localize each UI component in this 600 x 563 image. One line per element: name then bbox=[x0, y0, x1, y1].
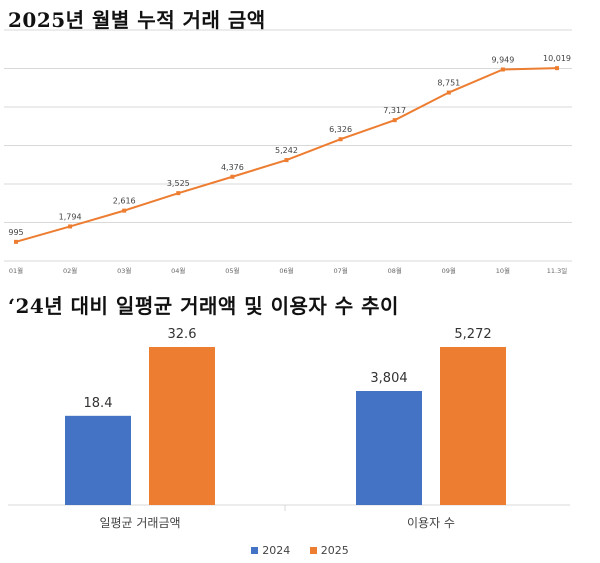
chart2-legend: 2024 2025 bbox=[0, 544, 600, 557]
cumulative-line-chart: 995 01월 1,794 02월 2,616 03월 3,525 04월 4,376 05월 5,… bbox=[4, 29, 572, 275]
chart2-data-label: 18.4 bbox=[84, 396, 113, 411]
chart1-point bbox=[284, 158, 289, 163]
chart1-x-tick-label: 08월 bbox=[388, 266, 402, 275]
legend-label-2025: 2025 bbox=[320, 544, 349, 557]
chart2-category-label: 일평균 거래금액 bbox=[99, 516, 180, 530]
chart1-data-label: 2,616 bbox=[113, 197, 136, 206]
chart1-data-label: 3,525 bbox=[167, 179, 190, 188]
chart1-point bbox=[555, 66, 559, 71]
chart1-x-tick-label: 06월 bbox=[279, 266, 293, 275]
legend-item-2025: 2025 bbox=[309, 544, 349, 557]
chart1-x-tick-label: 07월 bbox=[333, 266, 347, 275]
chart1-data-label: 8,751 bbox=[437, 79, 460, 88]
chart2-data-label: 32.6 bbox=[168, 327, 197, 342]
chart1-x-tick-label: 03월 bbox=[117, 266, 131, 275]
chart1-x-tick-label: 09월 bbox=[442, 266, 456, 275]
chart1-point bbox=[68, 224, 73, 229]
chart2-bar-2024 bbox=[65, 415, 131, 505]
chart1-title: 2025년 월별 누적 거래 금액 bbox=[8, 8, 266, 32]
legend-swatch-2025 bbox=[309, 547, 317, 554]
chart1-point bbox=[338, 137, 343, 142]
chart2-title: ‘24년 대비 일평균 거래액 및 이용자 수 추이 bbox=[8, 294, 399, 318]
chart1-data-label: 6,326 bbox=[329, 125, 352, 134]
chart1-x-tick-label: 04월 bbox=[171, 266, 185, 275]
chart1-point bbox=[122, 208, 127, 213]
chart2-data-label: 3,804 bbox=[370, 371, 407, 386]
chart1-point bbox=[176, 191, 181, 196]
chart1-data-label: 9,949 bbox=[491, 55, 514, 64]
chart1-point bbox=[14, 239, 18, 244]
chart1-x-tick-label: 10월 bbox=[496, 266, 510, 275]
chart1-data-label: 4,376 bbox=[221, 163, 244, 172]
legend-swatch-2024 bbox=[251, 547, 259, 554]
legend-item-2024: 2024 bbox=[251, 544, 290, 557]
chart2-data-label: 5,272 bbox=[454, 327, 491, 342]
chart2-bar-2025 bbox=[149, 347, 215, 505]
chart1-data-label: 5,242 bbox=[275, 146, 298, 155]
legend-label-2024: 2024 bbox=[262, 544, 291, 557]
chart1-data-label: 10,019 bbox=[543, 54, 571, 63]
chart1-x-tick-label: 01월 bbox=[9, 266, 23, 275]
chart1-point bbox=[230, 174, 235, 179]
chart1-x-tick-label: 05월 bbox=[225, 266, 239, 275]
chart1-point bbox=[392, 118, 397, 123]
chart1-x-tick-label: 02월 bbox=[63, 266, 77, 275]
chart1-data-label: 7,317 bbox=[383, 106, 406, 115]
chart1-x-tick-label: 11.3일 bbox=[547, 266, 567, 275]
chart2-bar-2024 bbox=[356, 390, 422, 505]
chart2-bar-2025 bbox=[440, 347, 506, 505]
chart1-point bbox=[446, 90, 451, 95]
chart2-category-label: 이용자 수 bbox=[407, 516, 455, 530]
chart1-point bbox=[500, 67, 505, 72]
chart1-data-label: 1,794 bbox=[59, 212, 82, 221]
chart1-data-label: 995 bbox=[8, 228, 23, 237]
